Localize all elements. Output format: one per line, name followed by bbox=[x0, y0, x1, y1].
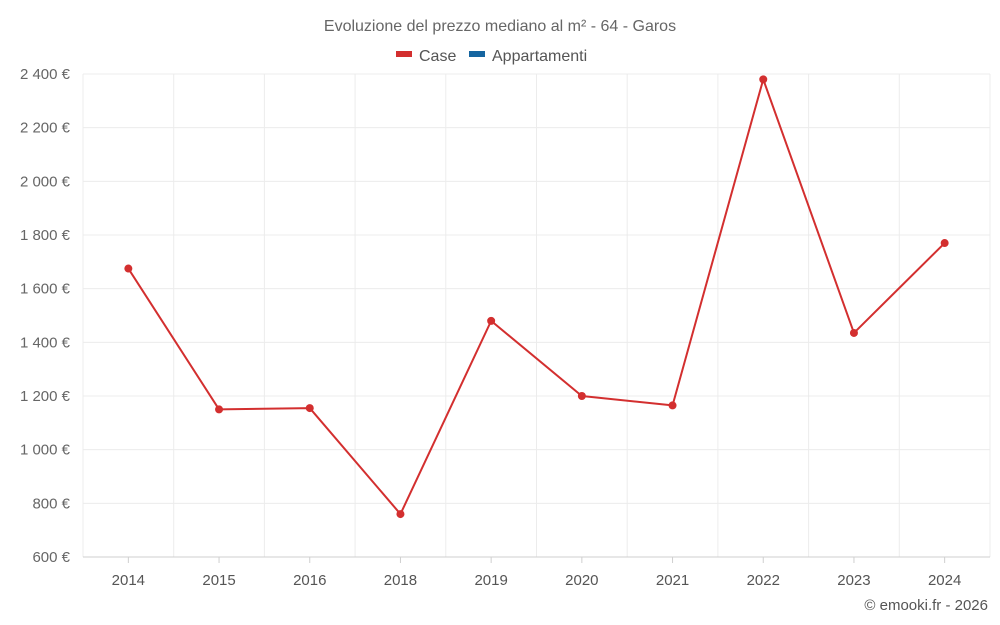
chart-title: Evoluzione del prezzo mediano al m² - 64… bbox=[324, 18, 676, 35]
data-point[interactable] bbox=[849, 328, 858, 337]
grid bbox=[82, 73, 991, 558]
data-point[interactable] bbox=[577, 392, 586, 400]
x-tick-label: 2021 bbox=[656, 572, 689, 589]
x-tick-label: 2018 bbox=[384, 572, 417, 589]
series-case bbox=[124, 75, 949, 519]
x-tick-label: 2020 bbox=[565, 572, 598, 589]
y-tick-label: 2 200 € bbox=[20, 120, 71, 137]
legend-label-appartamenti: Appartamenti bbox=[492, 48, 587, 65]
legend-item-appartamenti[interactable]: Appartamenti bbox=[469, 48, 587, 65]
x-tick-label: 2023 bbox=[837, 572, 870, 589]
data-point[interactable] bbox=[940, 239, 949, 248]
y-tick-label: 1 800 € bbox=[20, 227, 71, 244]
credit-text: © emooki.fr - 2026 bbox=[864, 597, 988, 614]
y-tick-label: 1 200 € bbox=[20, 388, 71, 405]
legend-swatch-appartamenti bbox=[469, 51, 485, 57]
data-point[interactable] bbox=[487, 316, 496, 325]
x-axis: 2014 2015 2016 2018 2019 2020 2021 2022 2023 2024 bbox=[83, 556, 990, 589]
legend-item-case[interactable]: Case bbox=[396, 48, 456, 65]
y-tick-label: 1 600 € bbox=[20, 281, 71, 298]
y-tick-label: 800 € bbox=[32, 495, 70, 512]
data-point[interactable] bbox=[396, 510, 405, 519]
legend: Case Appartamenti bbox=[396, 48, 587, 65]
data-point[interactable] bbox=[759, 75, 768, 84]
y-tick-label: 600 € bbox=[32, 549, 70, 566]
y-tick-label: 1 000 € bbox=[20, 442, 71, 459]
legend-swatch-case bbox=[396, 51, 412, 57]
data-point[interactable] bbox=[305, 404, 314, 413]
data-point[interactable] bbox=[668, 401, 677, 410]
x-tick-label: 2019 bbox=[474, 572, 507, 589]
data-point[interactable] bbox=[124, 264, 133, 273]
x-tick-label: 2024 bbox=[928, 572, 961, 589]
x-tick-label: 2022 bbox=[747, 572, 780, 589]
x-tick-label: 2015 bbox=[202, 572, 235, 589]
x-tick-label: 2014 bbox=[112, 572, 145, 589]
series-line-case bbox=[127, 78, 946, 516]
y-tick-label: 2 000 € bbox=[20, 173, 71, 190]
y-axis: 600 € 800 € 1 000 € 1 200 € 1 400 € 1 600 € 1 … bbox=[20, 66, 71, 566]
legend-label-case: Case bbox=[419, 48, 456, 65]
y-tick-label: 2 400 € bbox=[20, 66, 71, 83]
data-point[interactable] bbox=[215, 405, 224, 414]
y-tick-label: 1 400 € bbox=[20, 334, 71, 351]
x-tick-label: 2016 bbox=[293, 572, 326, 589]
